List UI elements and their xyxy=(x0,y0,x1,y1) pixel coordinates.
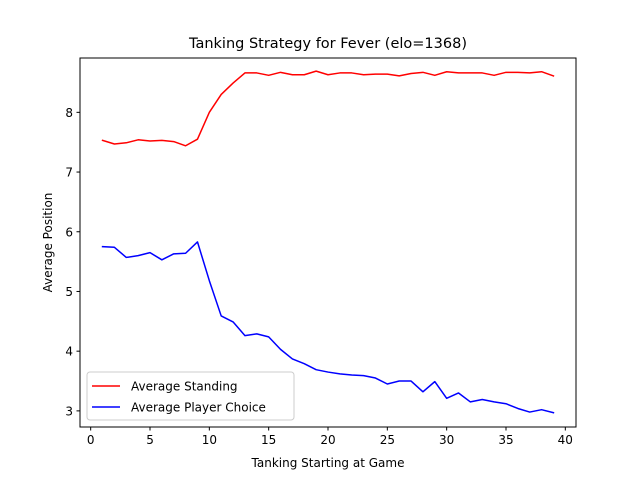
x-tick-label: 20 xyxy=(320,433,335,447)
y-tick-label: 7 xyxy=(65,166,73,180)
series-line-2 xyxy=(101,241,555,414)
x-axis-ticks: 0 5 10 15 20 25 30 35 40 xyxy=(87,427,573,447)
series-layer xyxy=(101,70,555,414)
x-axis-label: Tanking Starting at Game xyxy=(251,456,405,470)
chart-title: Tanking Strategy for Fever (elo=1368) xyxy=(188,36,467,52)
legend-label-1: Average Standing xyxy=(131,380,238,394)
y-tick-label: 4 xyxy=(65,345,73,359)
x-tick-label: 5 xyxy=(146,433,154,447)
x-tick-label: 15 xyxy=(261,433,276,447)
x-tick-label: 40 xyxy=(558,433,573,447)
y-tick-label: 3 xyxy=(65,404,73,418)
x-tick-label: 10 xyxy=(202,433,217,447)
series-line-1 xyxy=(101,70,555,147)
x-tick-label: 0 xyxy=(87,433,95,447)
legend-label-2: Average Player Choice xyxy=(131,401,266,415)
legend-box xyxy=(86,371,295,421)
x-tick-label: 30 xyxy=(439,433,454,447)
y-tick-label: 5 xyxy=(65,285,73,299)
x-tick-label: 35 xyxy=(498,433,513,447)
x-tick-label: 25 xyxy=(380,433,395,447)
legend: Average Standing Average Player Choice xyxy=(86,371,295,421)
plot-area: 0 5 10 15 20 25 30 35 40 3 4 5 6 7 8 xyxy=(65,57,577,447)
y-tick-label: 6 xyxy=(65,225,73,239)
y-axis-ticks: 3 4 5 6 7 8 xyxy=(65,106,80,418)
y-axis-label: Average Position xyxy=(41,193,55,293)
y-tick-label: 8 xyxy=(65,106,73,120)
